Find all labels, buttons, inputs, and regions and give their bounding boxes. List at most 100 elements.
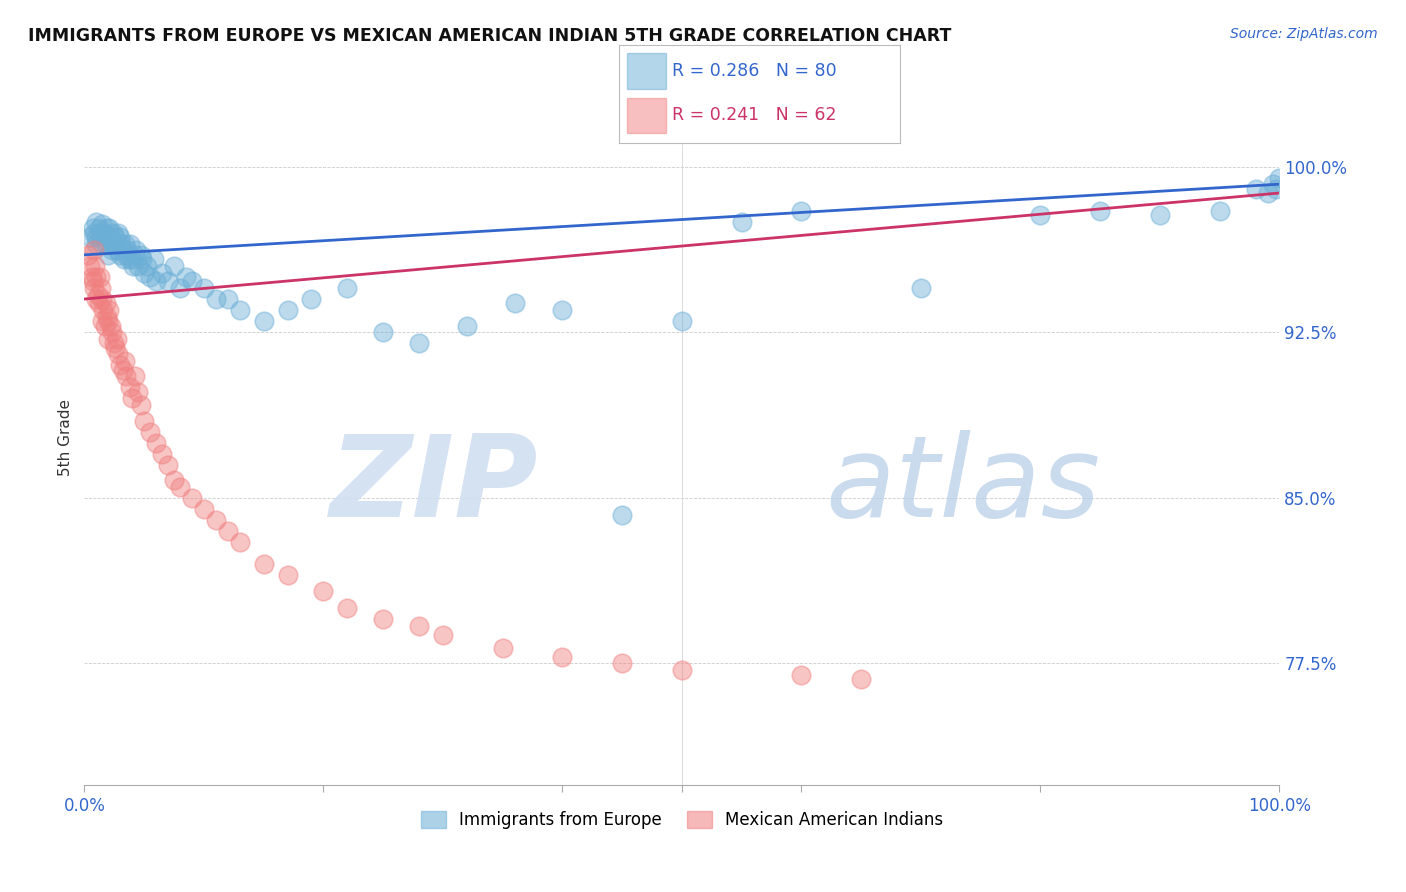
Point: [107, 347, 129, 361]
Point: [115, 248, 138, 262]
Point: [110, 248, 132, 262]
Point: [104, 341, 127, 355]
Point: [432, 628, 454, 642]
Point: [1257, 186, 1279, 200]
Point: [150, 447, 173, 461]
Point: [174, 269, 197, 284]
Point: [100, 318, 122, 333]
Text: Source: ZipAtlas.com: Source: ZipAtlas.com: [1230, 27, 1378, 41]
Point: [127, 384, 149, 399]
Point: [217, 292, 239, 306]
Point: [86, 215, 108, 229]
Text: ZIP: ZIP: [330, 430, 538, 541]
Point: [910, 281, 932, 295]
Point: [100, 236, 122, 251]
Point: [139, 269, 162, 284]
Point: [82, 274, 104, 288]
Point: [790, 667, 813, 681]
Point: [121, 252, 143, 267]
Point: [277, 568, 299, 582]
Point: [90, 281, 112, 295]
Point: [83, 226, 105, 240]
Point: [1209, 203, 1232, 218]
Point: [121, 392, 143, 406]
Point: [97, 314, 120, 328]
Point: [107, 226, 129, 240]
Point: [163, 259, 186, 273]
Point: [301, 292, 323, 306]
Point: [1149, 208, 1171, 222]
Point: [112, 252, 135, 267]
Point: [157, 458, 180, 472]
Point: [96, 310, 118, 324]
Point: [205, 513, 228, 527]
Point: [157, 274, 180, 288]
Point: [253, 557, 276, 571]
Point: [731, 215, 754, 229]
Point: [110, 359, 132, 373]
Point: [103, 336, 125, 351]
Point: [91, 217, 114, 231]
Point: [117, 252, 139, 267]
Point: [89, 226, 111, 240]
Point: [93, 226, 115, 240]
Point: [612, 657, 634, 671]
Point: [124, 248, 146, 262]
Point: [97, 332, 120, 346]
Point: [96, 221, 118, 235]
Point: [139, 425, 162, 439]
Point: [229, 303, 252, 318]
Point: [145, 435, 167, 450]
Point: [79, 259, 101, 273]
Point: [97, 248, 120, 262]
Text: R = 0.241   N = 62: R = 0.241 N = 62: [672, 106, 837, 124]
Point: [408, 619, 430, 633]
Point: [91, 314, 114, 328]
Point: [93, 303, 115, 318]
Point: [131, 252, 153, 267]
Point: [115, 369, 138, 384]
Point: [89, 269, 111, 284]
Point: [373, 612, 395, 626]
Point: [612, 508, 634, 523]
Point: [101, 226, 124, 240]
Point: [671, 663, 693, 677]
Bar: [627, 54, 666, 89]
Point: [101, 325, 124, 339]
Point: [79, 230, 101, 244]
Point: [551, 649, 574, 664]
Point: [503, 296, 526, 310]
Point: [1244, 181, 1267, 195]
Point: [163, 473, 186, 487]
Point: [132, 266, 156, 280]
Y-axis label: 5th Grade: 5th Grade: [58, 399, 73, 475]
Point: [169, 480, 191, 494]
Point: [456, 318, 478, 333]
Point: [86, 230, 108, 244]
Point: [101, 244, 124, 258]
Point: [1029, 208, 1052, 222]
Point: [86, 287, 108, 301]
Point: [253, 314, 276, 328]
Point: [336, 281, 359, 295]
Point: [84, 259, 107, 273]
Point: [94, 296, 117, 310]
Point: [90, 235, 112, 249]
Point: [145, 274, 167, 288]
Point: [93, 230, 115, 244]
Point: [336, 601, 359, 615]
Point: [1090, 203, 1112, 218]
Point: [91, 292, 114, 306]
Legend: Immigrants from Europe, Mexican American Indians: Immigrants from Europe, Mexican American…: [413, 805, 950, 836]
Point: [105, 244, 128, 258]
Point: [125, 244, 148, 258]
Point: [118, 380, 141, 394]
Point: [127, 259, 149, 273]
Point: [181, 491, 204, 505]
Point: [97, 230, 120, 244]
Point: [87, 296, 110, 310]
Point: [150, 266, 173, 280]
Point: [1264, 181, 1286, 195]
Point: [80, 269, 103, 284]
Point: [118, 236, 141, 251]
